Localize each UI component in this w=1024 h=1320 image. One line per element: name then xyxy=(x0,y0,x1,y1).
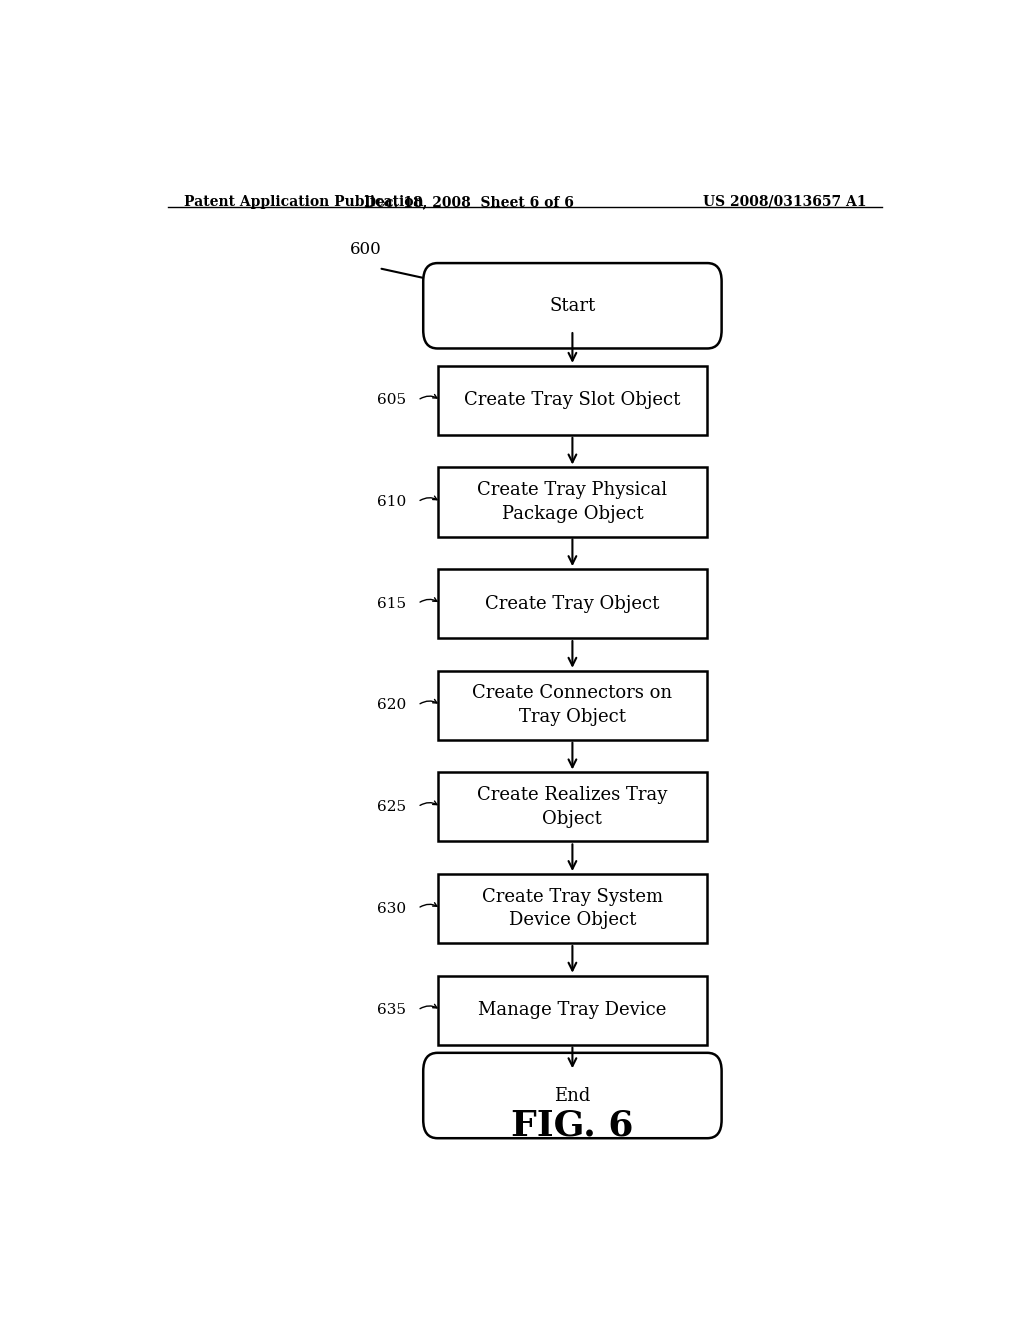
Text: 610: 610 xyxy=(377,495,406,510)
Text: End: End xyxy=(554,1086,591,1105)
FancyBboxPatch shape xyxy=(423,263,722,348)
Text: Create Connectors on
Tray Object: Create Connectors on Tray Object xyxy=(472,685,673,726)
FancyBboxPatch shape xyxy=(437,569,708,638)
FancyBboxPatch shape xyxy=(437,467,708,536)
Text: US 2008/0313657 A1: US 2008/0313657 A1 xyxy=(702,195,866,209)
Text: 630: 630 xyxy=(377,902,406,916)
FancyBboxPatch shape xyxy=(437,975,708,1044)
Text: FIG. 6: FIG. 6 xyxy=(511,1109,634,1142)
FancyBboxPatch shape xyxy=(423,1053,722,1138)
Text: Start: Start xyxy=(549,297,596,314)
Text: Manage Tray Device: Manage Tray Device xyxy=(478,1001,667,1019)
Text: Create Tray System
Device Object: Create Tray System Device Object xyxy=(482,888,663,929)
Text: 600: 600 xyxy=(350,242,382,257)
Text: 615: 615 xyxy=(377,597,406,611)
FancyBboxPatch shape xyxy=(437,874,708,942)
Text: 625: 625 xyxy=(377,800,406,814)
Text: 605: 605 xyxy=(377,393,406,408)
Text: Create Tray Object: Create Tray Object xyxy=(485,594,659,612)
Text: Create Tray Slot Object: Create Tray Slot Object xyxy=(464,391,681,409)
Text: Patent Application Publication: Patent Application Publication xyxy=(183,195,423,209)
Text: Dec. 18, 2008  Sheet 6 of 6: Dec. 18, 2008 Sheet 6 of 6 xyxy=(365,195,574,209)
FancyBboxPatch shape xyxy=(437,671,708,739)
Text: Create Tray Physical
Package Object: Create Tray Physical Package Object xyxy=(477,482,668,523)
Text: Create Realizes Tray
Object: Create Realizes Tray Object xyxy=(477,787,668,828)
FancyBboxPatch shape xyxy=(437,772,708,841)
FancyBboxPatch shape xyxy=(437,366,708,434)
Text: 635: 635 xyxy=(377,1003,406,1018)
Text: 620: 620 xyxy=(377,698,406,713)
